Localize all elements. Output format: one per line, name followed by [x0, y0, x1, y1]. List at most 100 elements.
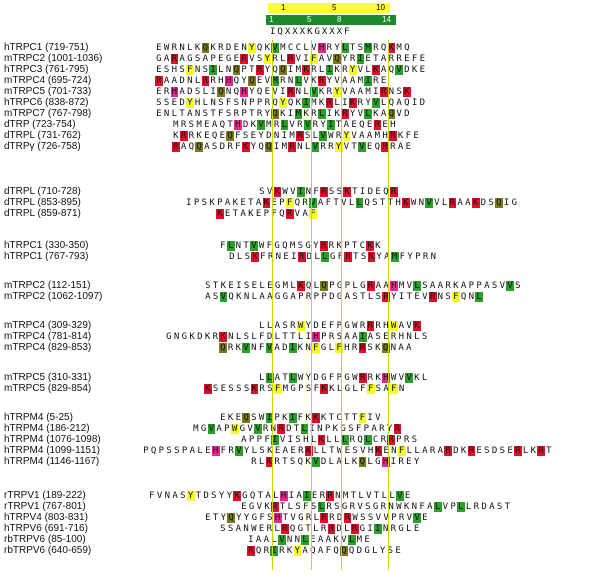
residue: A: [380, 54, 387, 64]
residue: V: [278, 535, 286, 545]
residue: R: [267, 252, 274, 262]
residue: Q: [265, 142, 273, 152]
residue: T: [279, 502, 286, 512]
residue: R: [448, 198, 457, 208]
residue: N: [388, 87, 395, 97]
residue: S: [297, 241, 304, 251]
residue: A: [371, 424, 377, 434]
residue: R: [341, 109, 349, 119]
sequence-label: dTRPL (710-728): [4, 186, 81, 197]
residue: S: [212, 292, 219, 302]
residue: R: [326, 502, 332, 512]
residue: T: [387, 198, 394, 208]
residue: V: [372, 98, 380, 108]
residue: K: [189, 332, 195, 342]
residue: L: [341, 43, 349, 53]
residue: E: [220, 384, 227, 394]
ruler-green-end: 14: [382, 15, 391, 24]
residue: N: [164, 491, 171, 501]
residue: Q: [388, 65, 395, 75]
residue: N: [391, 446, 397, 456]
residue: Q: [388, 98, 395, 108]
residue: V: [249, 54, 255, 64]
residue: A: [179, 87, 185, 97]
residue: I: [287, 109, 294, 119]
residue: T: [243, 241, 249, 251]
residue: R: [255, 65, 264, 75]
residue: N: [297, 142, 303, 152]
residue: R: [380, 435, 387, 445]
residue: E: [204, 120, 210, 130]
residue: F: [309, 209, 317, 219]
residue: S: [225, 109, 232, 119]
residue: V: [375, 413, 381, 423]
residue: R: [277, 424, 285, 434]
residue: P: [476, 281, 482, 291]
residue: H: [367, 446, 374, 456]
residue: I: [309, 424, 315, 434]
residue: G: [225, 54, 232, 64]
residue: L: [414, 446, 420, 456]
residue: L: [271, 535, 277, 545]
sequence-label: mTRPC5 (701-733): [4, 86, 92, 97]
residue: I: [287, 65, 294, 75]
residue: A: [366, 131, 373, 141]
residue: Y: [186, 98, 194, 108]
residue: K: [297, 343, 304, 353]
residue: L: [321, 252, 329, 262]
residue: R: [382, 292, 390, 302]
residue: R: [380, 502, 387, 512]
residue: S: [295, 502, 301, 512]
residue: A: [397, 142, 404, 152]
residue: A: [325, 535, 332, 545]
residue: F: [266, 241, 273, 251]
residue: K: [403, 502, 410, 512]
residue: R: [375, 321, 381, 331]
residue: N: [406, 332, 412, 342]
sequence-label: mTRPC4 (695-724): [4, 75, 92, 86]
residue: Q: [233, 76, 240, 86]
residue: A: [357, 87, 364, 97]
residue: F: [313, 187, 319, 197]
residue: P: [396, 435, 402, 445]
residue: N: [287, 76, 294, 86]
residue: K: [332, 424, 339, 434]
sequence-label: rbTRPV6 (85-100): [4, 534, 86, 545]
residue: A: [267, 292, 273, 302]
ruler-green-start: 1: [269, 15, 274, 24]
residue: F: [355, 424, 362, 434]
residue: N: [235, 241, 242, 251]
motif-guide-line: [341, 40, 342, 570]
residue: S: [188, 120, 195, 130]
residue: K: [235, 343, 242, 353]
residue: S: [163, 98, 170, 108]
residue: K: [530, 446, 537, 456]
residue: R: [320, 142, 326, 152]
residue: R: [179, 131, 188, 141]
residue: A: [204, 142, 210, 152]
residue: R: [180, 120, 187, 130]
residue: A: [290, 292, 296, 302]
residue: I: [356, 54, 365, 64]
residue: S: [372, 198, 378, 208]
residue: G: [274, 292, 281, 302]
residue: K: [273, 187, 282, 197]
residue: S: [352, 446, 358, 456]
residue: H: [211, 446, 220, 456]
residue: Y: [342, 131, 351, 141]
residue: L: [406, 524, 412, 534]
residue: W: [410, 198, 417, 208]
residue: F: [397, 446, 406, 456]
residue: T: [257, 491, 264, 501]
residue: Y: [218, 491, 225, 501]
residue: M: [280, 43, 286, 53]
residue: R: [398, 513, 405, 523]
residue: E: [255, 209, 262, 219]
residue: V: [290, 187, 296, 197]
residue: L: [365, 65, 371, 75]
residue: S: [180, 491, 186, 501]
residue: E: [351, 120, 357, 130]
